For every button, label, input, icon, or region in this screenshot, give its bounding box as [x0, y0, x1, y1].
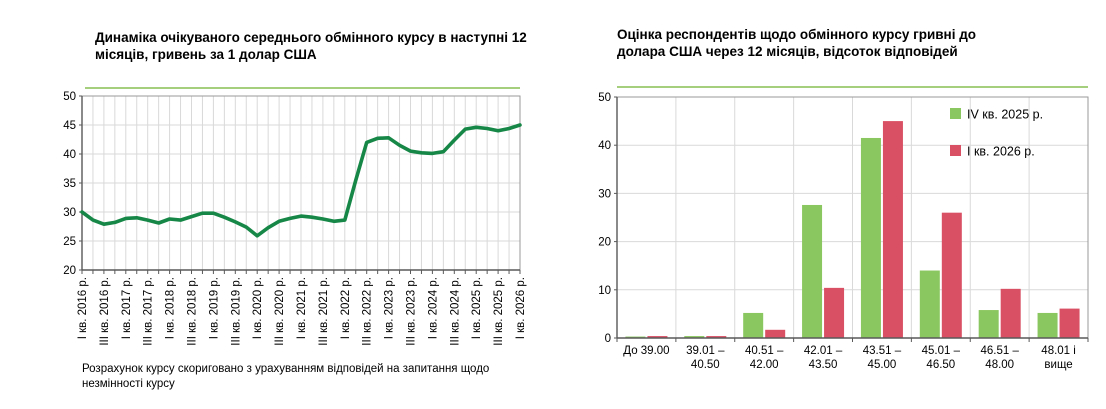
line-chart-footnote: Розрахунок курсу скориговано з урахуванн…	[82, 363, 490, 390]
bar-series2	[706, 336, 727, 338]
x-tick-label: I кв. 2025 р.	[471, 277, 483, 339]
bar-series1	[860, 137, 881, 338]
y-tick-label: 50	[598, 92, 611, 104]
x-tick-label: I кв. 2017 р.	[121, 277, 133, 339]
line-chart: 20 25 30 35 40 45 50 I кв. 2016 р. III кв. 2016 …	[63, 87, 527, 346]
x-tick-label: До 39.00	[623, 345, 669, 357]
x-tick-label: 48.01 і	[1041, 345, 1076, 357]
y-tick-label: 50	[63, 91, 76, 103]
y-tick-label: 20	[63, 265, 76, 277]
x-tick-label: I кв. 2018 р.	[165, 277, 177, 339]
x-tick-label: III кв. 2022 р.	[362, 277, 374, 346]
x-tick-label: 43.50	[809, 359, 838, 371]
y-tick-label: 45	[63, 120, 76, 132]
x-tick-label: 45.00	[868, 359, 897, 371]
x-tick-label: III кв. 2017 р.	[143, 277, 155, 346]
legend-label: IV кв. 2025 р.	[967, 108, 1043, 122]
y-tick-label: 35	[63, 178, 76, 190]
legend-label: I кв. 2026 р.	[967, 145, 1035, 159]
bar-series1	[919, 270, 940, 338]
line-chart-title: Динаміка очікуваного середнього обмінног…	[95, 30, 527, 62]
y-tick-label: 30	[598, 188, 611, 200]
bar-series2	[882, 121, 903, 338]
y-tick-label: 20	[598, 237, 611, 249]
x-tick-label: 40.51 –	[745, 345, 784, 357]
y-tick-label: 30	[63, 207, 76, 219]
x-tick-label: 45.01 –	[922, 345, 961, 357]
x-tick-label: I кв. 2024 р.	[427, 277, 439, 339]
x-tick-label: 42.01 –	[804, 345, 843, 357]
legend-swatch	[950, 145, 961, 156]
y-tick-label: 0	[605, 333, 611, 345]
x-tick-label: 46.50	[926, 359, 955, 371]
y-tick-label: 40	[63, 149, 76, 161]
x-tick-label: 46.51 –	[981, 345, 1020, 357]
x-tick-label: 40.50	[691, 359, 720, 371]
x-tick-label: 48.00	[985, 359, 1014, 371]
x-tick-label: I кв. 2021 р.	[296, 277, 308, 339]
bar-series1	[684, 336, 705, 338]
x-tick-label: III кв. 2016 р.	[99, 277, 111, 346]
x-tick-label: III кв. 2020 р.	[274, 277, 286, 346]
bar-series2	[941, 212, 962, 338]
y-tick-label: 25	[63, 236, 76, 248]
x-tick-label: I кв. 2022 р.	[340, 277, 352, 339]
x-tick-label: вище	[1044, 359, 1072, 371]
bar-series1	[978, 310, 999, 338]
bar-series1	[743, 312, 764, 338]
bar-series2	[824, 287, 845, 338]
x-tick-label: III кв. 2024 р.	[449, 277, 461, 346]
x-tick-label: I кв. 2016 р.	[77, 277, 89, 339]
x-tick-label: 39.01 –	[686, 345, 725, 357]
x-tick-label: 42.00	[750, 359, 779, 371]
line-series	[80, 123, 522, 238]
bar-series2	[647, 336, 668, 338]
x-tick-label: I кв. 2026 р.	[515, 277, 527, 339]
x-tick-label: I кв. 2023 р.	[384, 277, 396, 339]
bar-series2	[765, 329, 786, 338]
x-tick-label: III кв. 2023 р.	[406, 277, 418, 346]
legend-swatch	[950, 108, 961, 119]
x-tick-label: III кв. 2021 р.	[318, 277, 330, 346]
x-tick-label: I кв. 2020 р.	[252, 277, 264, 339]
bar-series2	[1059, 308, 1080, 338]
x-tick-label: III кв. 2018 р.	[187, 277, 199, 346]
x-tick-label: I кв. 2019 р.	[208, 277, 220, 339]
y-tick-label: 10	[598, 285, 611, 297]
x-tick-label: 43.51 –	[863, 345, 902, 357]
y-tick-label: 40	[598, 140, 611, 152]
bar-chart: 0 10 20 30 40 50 До 39.00 39.01 – 40.50 40.51 – 42…	[598, 86, 1089, 371]
bar-series2	[1000, 288, 1021, 338]
bar-chart-title: Оцінка респондентів щодо обмінного курсу…	[617, 27, 977, 59]
x-tick-label: III кв. 2025 р.	[493, 277, 505, 346]
bar-series1	[802, 204, 823, 338]
bar-series1	[1037, 312, 1058, 338]
x-tick-label: III кв. 2019 р.	[230, 277, 242, 346]
